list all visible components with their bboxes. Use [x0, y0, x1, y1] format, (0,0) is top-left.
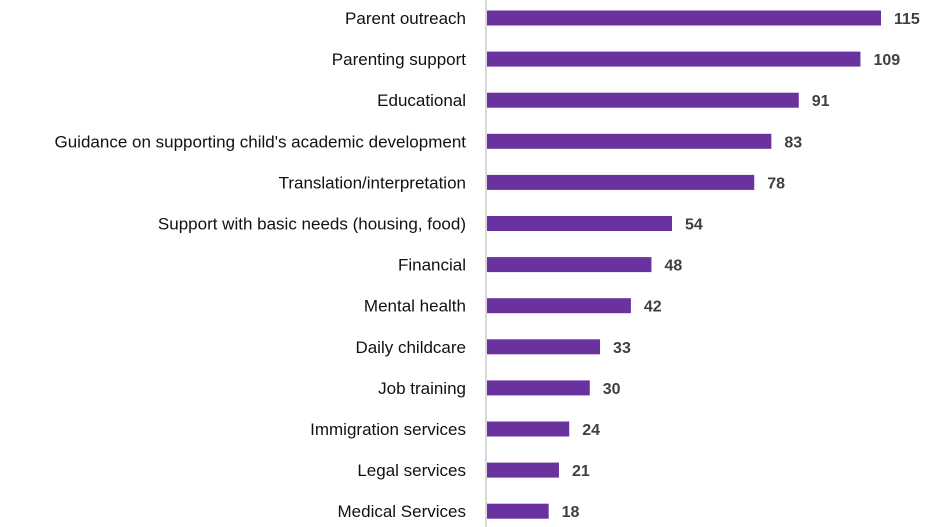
data-label: 30 — [603, 381, 621, 398]
value-labels: 115 109 91 83 78 54 48 42 33 30 24 21 18 — [562, 11, 920, 521]
bar — [487, 339, 601, 355]
bar — [487, 380, 590, 396]
bar — [487, 298, 631, 314]
category-label: Job training — [378, 379, 466, 398]
category-label: Financial — [398, 256, 466, 275]
data-label: 91 — [812, 93, 830, 110]
category-label: Educational — [377, 91, 466, 110]
category-label: Mental health — [364, 297, 466, 316]
data-label: 33 — [613, 340, 631, 357]
bar — [487, 216, 673, 231]
category-label: Guidance on supporting child's academic … — [55, 132, 467, 151]
data-label: 109 — [873, 52, 900, 69]
bar — [487, 92, 799, 108]
bar — [487, 133, 772, 149]
data-label: 21 — [572, 463, 590, 480]
data-label: 78 — [767, 175, 785, 192]
bar — [487, 10, 881, 26]
data-label: 83 — [784, 134, 802, 151]
category-label: Parenting support — [332, 50, 466, 69]
bars — [487, 10, 881, 519]
bar — [487, 503, 549, 519]
data-label: 42 — [644, 299, 662, 316]
data-label: 18 — [562, 504, 580, 521]
category-label: Support with basic needs (housing, food) — [158, 215, 466, 234]
data-label: 48 — [664, 258, 682, 275]
category-label: Translation/interpretation — [279, 173, 466, 192]
data-label: 54 — [685, 217, 703, 234]
category-label: Daily childcare — [355, 338, 466, 357]
category-label: Parent outreach — [345, 9, 466, 28]
bar — [487, 257, 652, 273]
bar — [487, 421, 570, 437]
bar — [487, 174, 755, 190]
category-label: Medical Services — [338, 502, 467, 521]
category-labels: Parent outreach Parenting support Educatio… — [55, 9, 467, 521]
bar — [487, 51, 861, 67]
data-label: 24 — [582, 422, 600, 439]
bar — [487, 462, 559, 478]
category-label: Legal services — [357, 461, 466, 480]
data-label: 115 — [894, 11, 920, 28]
category-label: Immigration services — [310, 420, 466, 439]
